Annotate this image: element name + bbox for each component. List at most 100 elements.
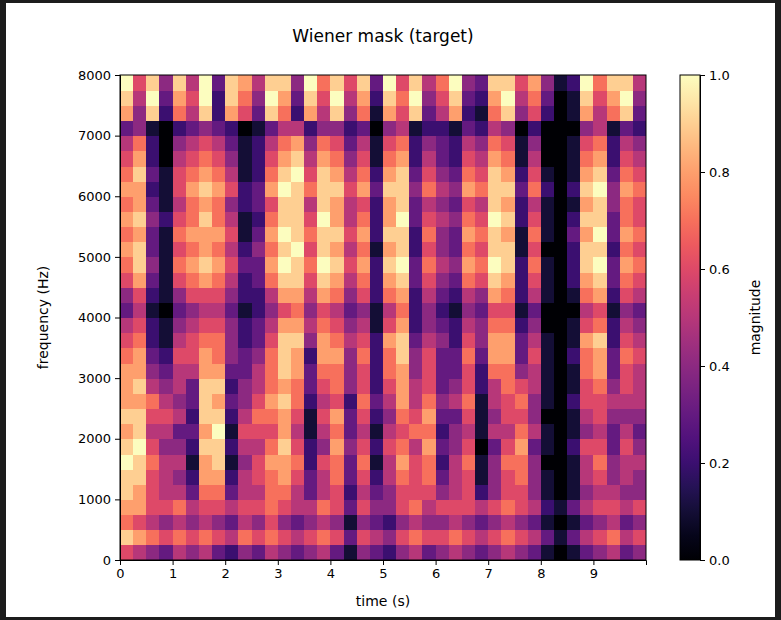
heatmap-cell (252, 151, 266, 167)
tick-label: 3 (274, 566, 282, 581)
heatmap-cell (488, 530, 502, 546)
heatmap-cell (159, 166, 173, 182)
heatmap-cell (515, 393, 529, 409)
heatmap-cell (252, 318, 266, 334)
heatmap-cell (278, 302, 292, 318)
heatmap-cell (488, 257, 502, 273)
heatmap-cell (580, 469, 594, 485)
heatmap-cell (475, 469, 489, 485)
heatmap-cell (225, 545, 239, 560)
heatmap-cell (225, 75, 239, 91)
heatmap-cell (133, 363, 147, 379)
heatmap-cell (225, 499, 239, 515)
heatmap-cell (554, 515, 568, 531)
heatmap-cell (383, 499, 397, 515)
heatmap-cell (330, 242, 344, 258)
heatmap-cell (344, 439, 358, 455)
heatmap-cell (186, 530, 200, 546)
heatmap-cell (396, 90, 410, 106)
heatmap-cell (436, 454, 450, 470)
heatmap-cell (252, 348, 266, 364)
heatmap-cell (449, 227, 463, 243)
heatmap-cell (159, 211, 173, 227)
heatmap-cell (528, 378, 542, 394)
tick: 0.6 (700, 262, 730, 277)
heatmap-cell (252, 363, 266, 379)
heatmap-cell (120, 181, 134, 197)
heatmap-cell (449, 378, 463, 394)
heatmap-cell (265, 439, 279, 455)
heatmap-cell (225, 136, 239, 152)
heatmap-cell (344, 151, 358, 167)
heatmap-cell (252, 166, 266, 182)
heatmap-cell (462, 393, 476, 409)
heatmap-cell (199, 393, 213, 409)
heatmap-cell (620, 515, 634, 531)
tick: 3 (274, 560, 282, 581)
heatmap-cell (330, 90, 344, 106)
heatmap-cell (488, 287, 502, 303)
heatmap-cell (225, 257, 239, 273)
heatmap-cell (304, 469, 318, 485)
heatmap-cell (317, 545, 331, 560)
heatmap-cell (304, 318, 318, 334)
heatmap-cell (278, 393, 292, 409)
heatmap-cell (501, 408, 515, 424)
tick: 7 (485, 560, 493, 581)
heatmap-cell (567, 408, 581, 424)
heatmap-cell (252, 333, 266, 349)
heatmap-cell (357, 348, 371, 364)
heatmap-cell (330, 105, 344, 121)
heatmap-cell (409, 75, 423, 91)
heatmap-cell (528, 166, 542, 182)
heatmap-cell (515, 211, 529, 227)
heatmap-cell (409, 454, 423, 470)
heatmap-cell (620, 120, 634, 136)
heatmap-cell (515, 530, 529, 546)
heatmap-cell (304, 348, 318, 364)
heatmap-cell (449, 393, 463, 409)
heatmap-cell (133, 227, 147, 243)
heatmap-cell (396, 136, 410, 152)
heatmap-cell (252, 90, 266, 106)
heatmap-cell (252, 530, 266, 546)
heatmap-cell (317, 469, 331, 485)
heatmap-cell (252, 105, 266, 121)
heatmap-cell (436, 272, 450, 288)
heatmap-cell (291, 439, 305, 455)
heatmap-cell (357, 484, 371, 500)
heatmap-cell (370, 408, 384, 424)
heatmap-cell (501, 90, 515, 106)
heatmap-cell (291, 333, 305, 349)
heatmap-cell (475, 302, 489, 318)
heatmap-cell (554, 378, 568, 394)
heatmap-cell (554, 348, 568, 364)
heatmap-cell (633, 333, 646, 349)
tick-label: 0.4 (709, 359, 730, 374)
heatmap-cell (212, 196, 226, 212)
heatmap-cell (422, 136, 436, 152)
heatmap-cell (620, 408, 634, 424)
heatmap-cell (462, 287, 476, 303)
heatmap-cell (304, 302, 318, 318)
heatmap-cell (409, 90, 423, 106)
heatmap-cell (238, 469, 252, 485)
heatmap-cell (186, 257, 200, 273)
heatmap-cell (607, 120, 621, 136)
heatmap-cell (278, 75, 292, 91)
heatmap-cell (159, 439, 173, 455)
heatmap-cell (449, 287, 463, 303)
heatmap-cell (528, 90, 542, 106)
heatmap-cell (173, 454, 187, 470)
heatmap-cell (422, 499, 436, 515)
heatmap-cell (567, 333, 581, 349)
heatmap-cell (357, 499, 371, 515)
heatmap-cell (212, 439, 226, 455)
heatmap-cell (252, 120, 266, 136)
heatmap-cell (252, 408, 266, 424)
heatmap-cell (620, 469, 634, 485)
heatmap-cell (173, 439, 187, 455)
heatmap-cell (317, 484, 331, 500)
heatmap-cell (357, 287, 371, 303)
heatmap-cell (593, 302, 607, 318)
